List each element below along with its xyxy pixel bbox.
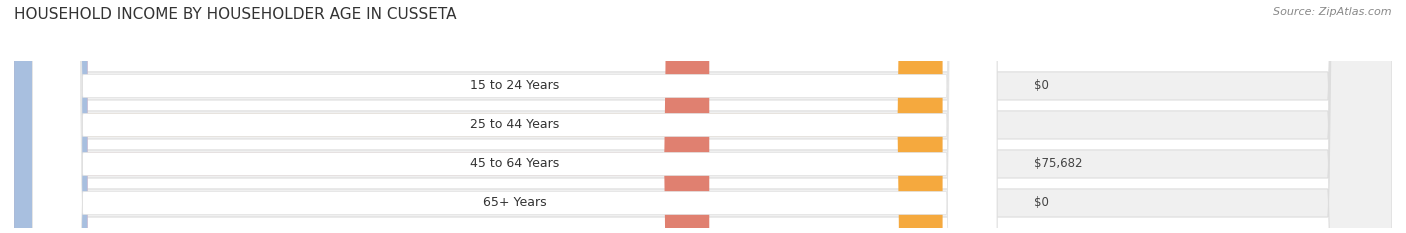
FancyBboxPatch shape [32,0,997,233]
FancyBboxPatch shape [32,0,997,233]
FancyBboxPatch shape [14,0,1392,233]
Text: $0: $0 [1033,196,1049,209]
FancyBboxPatch shape [14,0,87,233]
Text: 15 to 24 Years: 15 to 24 Years [470,79,560,93]
Text: 45 to 64 Years: 45 to 64 Years [470,158,560,171]
Text: 65+ Years: 65+ Years [482,196,547,209]
FancyBboxPatch shape [14,0,1392,233]
FancyBboxPatch shape [32,0,997,233]
Text: $75,682: $75,682 [1033,158,1083,171]
Text: 25 to 44 Years: 25 to 44 Years [470,118,560,131]
Text: Source: ZipAtlas.com: Source: ZipAtlas.com [1274,7,1392,17]
Text: $0: $0 [1033,79,1049,93]
Text: HOUSEHOLD INCOME BY HOUSEHOLDER AGE IN CUSSETA: HOUSEHOLD INCOME BY HOUSEHOLDER AGE IN C… [14,7,457,22]
FancyBboxPatch shape [14,0,942,233]
Text: $101,083: $101,083 [859,118,915,131]
FancyBboxPatch shape [14,0,87,233]
FancyBboxPatch shape [14,0,1392,233]
FancyBboxPatch shape [32,0,997,233]
FancyBboxPatch shape [14,0,1392,233]
FancyBboxPatch shape [14,0,709,233]
